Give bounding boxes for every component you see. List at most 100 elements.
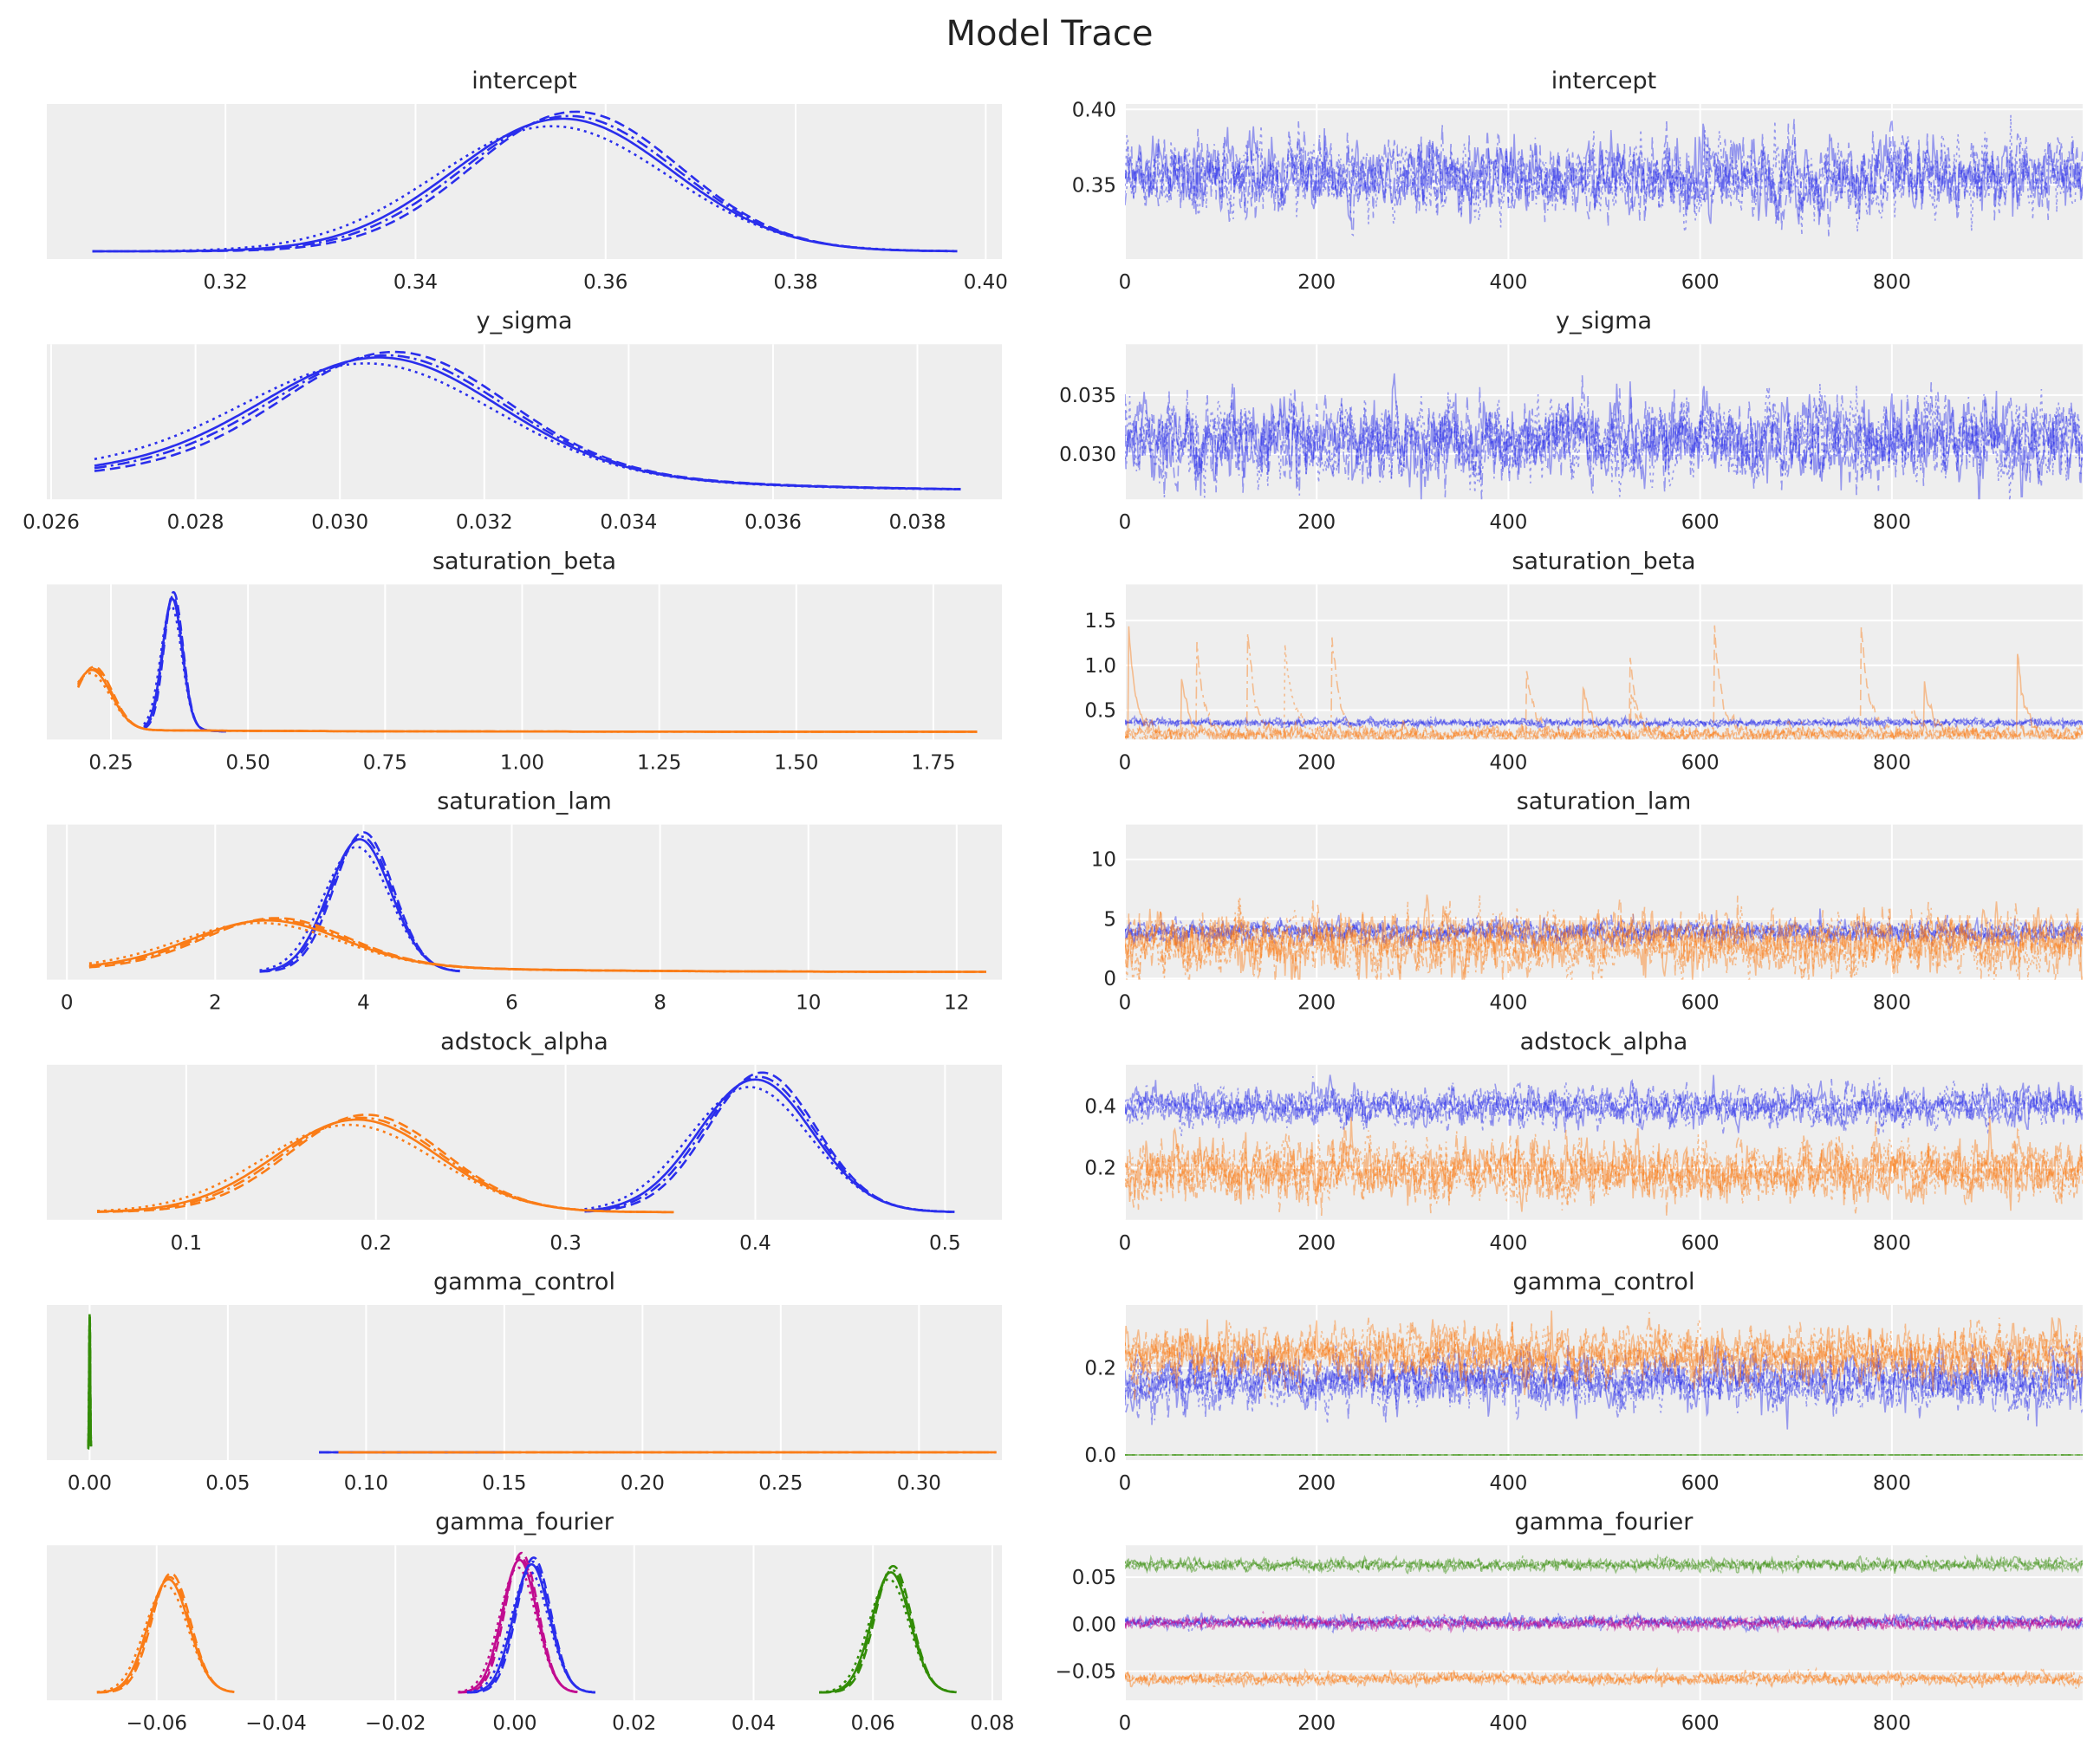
x-tick-label: 800 <box>1873 271 1911 294</box>
x-tick-label: 10 <box>796 992 821 1015</box>
x-tick-label: 0.3 <box>549 1232 582 1255</box>
x-tick-label: 0.036 <box>744 511 802 534</box>
trace-panel: adstock_alpha 0 200 400 600 800 0.2 0.4 <box>1084 1029 2083 1255</box>
x-tick-label: 0.40 <box>964 271 1008 294</box>
kde-panel: saturation_lam 0 2 4 6 8 10 12 <box>47 789 1002 1015</box>
kde-curve-chain-3 <box>87 1314 93 1449</box>
x-tick-label: 200 <box>1297 1472 1336 1495</box>
y-tick-label: 0.4 <box>1084 1096 1116 1119</box>
panel-title: adstock_alpha <box>440 1029 608 1055</box>
trace-line-chain-3 <box>1125 900 2083 980</box>
trace-line-chain-3 <box>1125 915 2083 948</box>
trace-line-chain-2 <box>1125 1612 2083 1634</box>
trace-line-chain-1 <box>1125 895 2083 980</box>
kde-curve-chain-3 <box>94 354 961 490</box>
trace-line-chain-3 <box>1125 375 2083 500</box>
panel-title: saturation_beta <box>432 548 616 575</box>
plot-background <box>1125 1064 2083 1220</box>
trace-line-chain-1 <box>1125 382 2083 498</box>
panel-title: gamma_control <box>433 1269 615 1295</box>
x-tick-label: 0.30 <box>897 1472 941 1495</box>
trace-line-chain-0 <box>1125 894 2083 980</box>
panel-title: gamma_control <box>1513 1269 1695 1295</box>
row-y_sigma: y_sigma 0.026 0.028 0.030 0.032 0.034 0.036 0.0… <box>23 308 2083 534</box>
panel-title: gamma_fourier <box>1515 1509 1694 1535</box>
panel-title: intercept <box>1551 68 1657 94</box>
x-tick-label: 0.00 <box>492 1712 536 1735</box>
x-tick-label: −0.02 <box>365 1712 426 1735</box>
panel-title: gamma_fourier <box>435 1509 614 1535</box>
x-tick-label: 200 <box>1297 271 1336 294</box>
plot-background <box>1125 824 2083 980</box>
trace-panel: saturation_beta 0 200 400 600 800 0.5 1.0 1.5 <box>1084 548 2083 774</box>
y-tick-label: 0.5 <box>1084 699 1116 722</box>
y-tick-label: 1.5 <box>1084 610 1116 633</box>
x-tick-label: 1.25 <box>637 751 681 774</box>
x-tick-label: 800 <box>1873 1472 1911 1495</box>
x-tick-label: 0.032 <box>456 511 513 534</box>
kde-curve-chain-3 <box>96 1575 235 1694</box>
y-tick-label: 1.0 <box>1084 655 1116 678</box>
y-tick-label: 10 <box>1091 849 1116 872</box>
x-tick-label: 0.5 <box>929 1232 961 1255</box>
x-tick-label: 800 <box>1873 992 1911 1015</box>
plot-background <box>47 1064 1002 1220</box>
row-intercept: intercept 0.32 0.34 0.36 0.38 0.40 intercept 0 2… <box>47 68 2083 294</box>
trace-line-chain-2 <box>1125 1610 2083 1637</box>
x-tick-label: 0.15 <box>482 1472 526 1495</box>
trace-line-chain-0 <box>1125 908 2083 951</box>
x-tick-label: 600 <box>1681 511 1720 534</box>
x-tick-label: 0.038 <box>889 511 946 534</box>
kde-curve-chain-2 <box>96 1123 674 1214</box>
trace-line-chain-3 <box>1125 714 2083 731</box>
y-tick-label: −0.05 <box>1056 1661 1116 1684</box>
trace-line-chain-1 <box>1125 1079 2083 1134</box>
trace-line-chain-1 <box>1125 1319 2083 1403</box>
trace-line-chain-3 <box>1125 1555 2083 1576</box>
kde-curve-chain-3 <box>466 1561 595 1694</box>
x-tick-label: 600 <box>1681 1472 1720 1495</box>
trace-line-chain-1 <box>1125 1614 2083 1634</box>
plot-background <box>1125 104 2083 259</box>
trace-panel: y_sigma 0 200 400 600 800 0.030 0.035 <box>1059 308 2083 534</box>
x-tick-label: 600 <box>1681 1232 1720 1255</box>
kde-curve-chain-1 <box>94 350 961 490</box>
x-tick-label: 600 <box>1681 992 1720 1015</box>
x-tick-label: 200 <box>1297 511 1336 534</box>
x-tick-label: 0 <box>1119 1712 1132 1735</box>
x-tick-label: 0 <box>1119 511 1132 534</box>
kde-panel: y_sigma 0.026 0.028 0.030 0.032 0.034 0.036 0.0… <box>23 308 1002 534</box>
kde-curve-chain-1 <box>584 1071 955 1213</box>
x-tick-label: 0.1 <box>171 1232 203 1255</box>
x-tick-label: 600 <box>1681 751 1720 774</box>
trace-line-chain-0 <box>1125 1116 2083 1212</box>
x-tick-label: 0.25 <box>758 1472 803 1495</box>
trace-line-chain-0 <box>1125 1075 2083 1133</box>
x-tick-label: −0.04 <box>245 1712 306 1735</box>
kde-curve-chain-2 <box>143 605 226 733</box>
trace-line-chain-3 <box>1125 1668 2083 1689</box>
trace-line-chain-0 <box>1125 123 2083 225</box>
x-tick-label: 0.00 <box>68 1472 112 1495</box>
plot-background <box>47 584 1002 740</box>
trace-line-chain-1 <box>1125 1553 2083 1576</box>
x-tick-label: 0.04 <box>731 1712 776 1735</box>
trace-line-chain-2 <box>1125 715 2083 732</box>
x-tick-label: 600 <box>1681 1712 1720 1735</box>
x-tick-label: 0.028 <box>167 511 224 534</box>
trace-line-chain-0 <box>1125 373 2083 500</box>
kde-curve-chain-3 <box>819 1568 957 1694</box>
kde-panel: adstock_alpha 0.1 0.2 0.3 0.4 0.5 <box>47 1029 1002 1255</box>
y-tick-label: 0.2 <box>1084 1158 1116 1180</box>
row-gamma_fourier: gamma_fourier −0.06 −0.04 −0.02 0.00 0.02 0.04… <box>47 1509 2083 1735</box>
kde-curve-chain-2 <box>77 672 978 733</box>
trace-line-chain-1 <box>1125 625 2083 740</box>
x-tick-label: 200 <box>1297 1232 1336 1255</box>
x-tick-label: 800 <box>1873 511 1911 534</box>
x-tick-label: 0.75 <box>363 751 407 774</box>
x-tick-label: 0.20 <box>621 1472 665 1495</box>
kde-curve-chain-2 <box>92 125 958 253</box>
trace-line-chain-2 <box>1125 114 2083 236</box>
